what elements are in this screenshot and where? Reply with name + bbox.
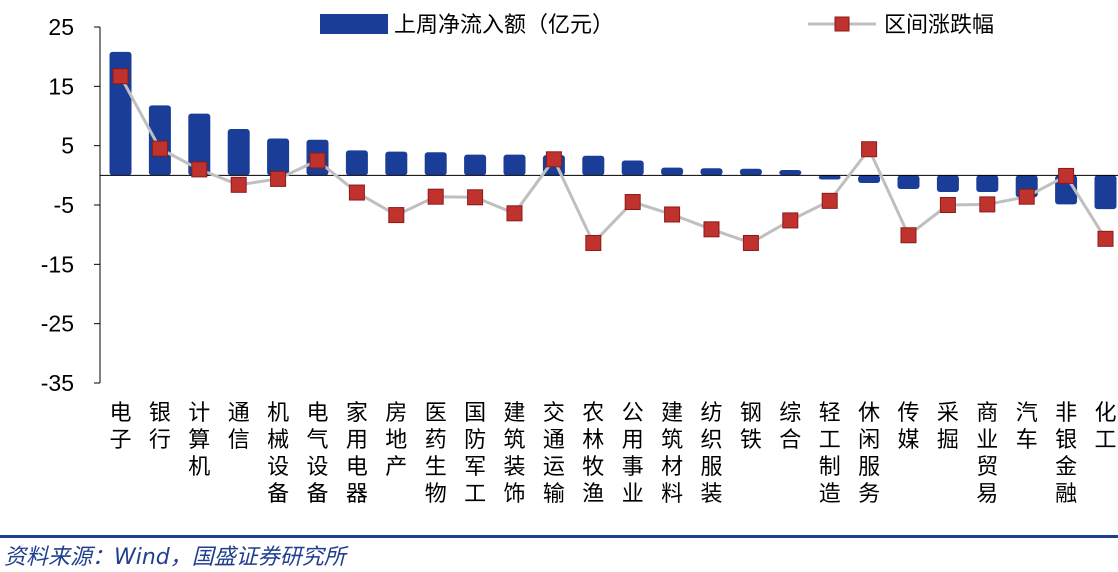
x-category-label: 计算机 <box>188 401 210 480</box>
line-marker <box>742 234 759 251</box>
y-tick-label: 5 <box>61 133 74 159</box>
bar <box>148 105 171 176</box>
legend-bar-label: 上周净流入额（亿元） <box>394 13 614 38</box>
x-axis-labels: 电子银行计算机通信机械设备电气设备家用电器房地产医药生物国防军工建筑装饰交通运输… <box>109 401 1116 507</box>
legend-line-label: 区间涨跌幅 <box>884 13 994 38</box>
x-category-label: 医药生物 <box>425 401 447 507</box>
x-category-label: 国防军工 <box>464 401 486 507</box>
x-category-label: 纺织服装 <box>700 401 722 507</box>
bar <box>503 154 526 176</box>
bar <box>385 151 408 176</box>
x-category-label: 电气设备 <box>306 401 328 507</box>
x-category-label: 交通运输 <box>543 401 565 507</box>
bar <box>267 138 290 176</box>
x-category-label: 休闲服务 <box>858 401 880 507</box>
line-marker <box>1097 230 1114 247</box>
bar <box>936 175 959 192</box>
x-category-label: 建筑材料 <box>661 401 683 507</box>
bar <box>976 175 999 192</box>
bar <box>345 150 368 176</box>
line-marker <box>821 192 838 209</box>
x-category-label: 通信 <box>228 401 250 453</box>
line-marker <box>545 151 562 168</box>
legend-line-marker <box>834 16 850 32</box>
y-axis: 25 15 5 -5 -15 -25 -35 <box>41 14 101 396</box>
y-tick-label: -25 <box>41 311 74 337</box>
x-category-label: 汽车 <box>1016 401 1038 453</box>
x-category-label: 家用电器 <box>346 401 368 507</box>
x-category-label: 商业贸易 <box>976 401 998 507</box>
bar <box>739 168 762 176</box>
bar <box>858 175 881 184</box>
legend-bar-swatch <box>320 14 388 34</box>
x-category-label: 传媒 <box>897 401 919 453</box>
x-category-label: 建筑装饰 <box>503 401 525 507</box>
line-marker <box>1018 188 1035 205</box>
y-tick-label: 25 <box>48 14 74 40</box>
line-marker <box>624 194 641 211</box>
x-category-label: 银行 <box>149 401 171 453</box>
line-marker <box>900 227 917 244</box>
x-category-label: 非银金融 <box>1055 401 1077 507</box>
x-category-label: 电子 <box>109 401 131 453</box>
bar <box>582 155 605 176</box>
x-category-label: 化工 <box>1094 401 1116 453</box>
source-divider <box>0 535 1118 538</box>
y-tick-label: 15 <box>48 73 74 99</box>
bar <box>897 175 920 189</box>
y-tick-label: -35 <box>41 370 74 396</box>
line-marker <box>191 161 208 178</box>
line-marker <box>151 140 168 157</box>
bar <box>818 175 841 180</box>
line-marker <box>664 206 681 223</box>
line-marker <box>348 184 365 201</box>
line-marker <box>939 197 956 213</box>
line-series <box>112 68 1114 251</box>
x-category-label: 综合 <box>779 401 801 453</box>
legend: 上周净流入额（亿元） 区间涨跌幅 <box>320 13 994 38</box>
line-marker <box>388 207 405 224</box>
x-category-label: 公用事业 <box>622 401 644 507</box>
line-marker <box>1058 167 1075 184</box>
line-marker <box>703 221 720 238</box>
bar <box>188 113 211 176</box>
chart: 上周净流入额（亿元） 区间涨跌幅 25 15 5 -5 -15 -25 -35 电子银行计算… <box>41 13 1118 507</box>
line-marker <box>585 234 602 251</box>
bar <box>700 168 723 176</box>
bar <box>621 160 644 176</box>
line-marker <box>270 170 287 187</box>
x-category-label: 农林牧渔 <box>582 401 604 507</box>
bar-series <box>109 51 1117 210</box>
bar <box>779 169 802 176</box>
line-marker <box>782 212 799 229</box>
line-marker <box>979 196 996 213</box>
line-marker <box>112 68 129 85</box>
line-marker <box>309 152 326 169</box>
y-tick-label: -15 <box>41 251 74 277</box>
bar <box>464 154 487 176</box>
bar <box>424 152 447 176</box>
bar <box>227 129 250 176</box>
bar <box>1094 175 1117 210</box>
x-category-label: 钢铁 <box>740 401 762 453</box>
line-marker <box>467 189 484 206</box>
x-category-label: 轻工制造 <box>819 401 841 507</box>
line-marker <box>506 205 523 222</box>
x-category-label: 房地产 <box>385 401 407 480</box>
x-category-label: 机械设备 <box>267 401 289 507</box>
line-marker <box>861 141 878 158</box>
bar <box>661 167 684 176</box>
x-category-label: 采掘 <box>937 401 959 453</box>
line-marker <box>230 176 247 193</box>
line-marker <box>427 188 444 205</box>
source-note: 资料来源：Wind，国盛证券研究所 <box>4 545 346 570</box>
y-tick-label: -5 <box>54 192 74 218</box>
